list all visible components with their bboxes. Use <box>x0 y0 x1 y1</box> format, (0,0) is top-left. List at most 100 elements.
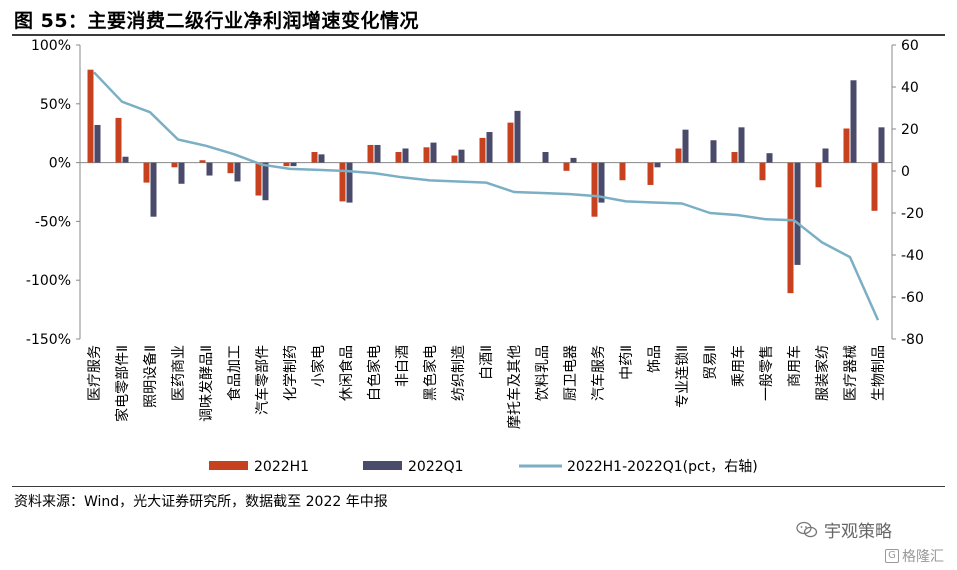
bar-2022Q1 <box>738 127 745 163</box>
gelonghui-logo-icon: G <box>885 549 899 563</box>
right-tick-label: 40 <box>901 80 919 96</box>
bar-2022H1 <box>675 148 682 163</box>
x-tick-label: 白酒Ⅱ <box>479 345 495 380</box>
bar-2022H1 <box>339 162 346 202</box>
x-tick-label: 食品加工 <box>226 345 243 401</box>
x-tick-label: 医疗器械 <box>843 345 859 401</box>
x-tick-label: 照明设备Ⅱ <box>142 345 159 408</box>
x-tick-label: 汽车服务 <box>590 345 607 401</box>
diff-line <box>93 71 880 321</box>
bar-2022Q1 <box>822 148 829 163</box>
bar-2022Q1 <box>710 140 717 163</box>
bar-2022Q1 <box>346 162 353 203</box>
bar-2022H1 <box>591 162 598 217</box>
left-tick-label: -100% <box>26 273 71 289</box>
bar-2022Q1 <box>542 152 549 163</box>
top-rule <box>12 34 945 36</box>
bar-2022H1 <box>255 162 262 196</box>
watermark: 宇观策略 <box>796 517 892 542</box>
left-tick-label: -50% <box>35 214 71 230</box>
x-tick-label: 服装家纺 <box>814 345 831 401</box>
bar-2022Q1 <box>878 127 885 163</box>
bottom-rule <box>12 486 945 487</box>
legend-swatch-2022H1 <box>209 461 248 470</box>
bar-2022Q1 <box>794 162 801 265</box>
bar-2022H1 <box>871 162 878 211</box>
legend-label-2022Q1: 2022Q1 <box>408 459 464 475</box>
line-group <box>93 71 880 321</box>
bar-2022H1 <box>843 128 850 163</box>
bar-2022Q1 <box>486 132 493 163</box>
chart-title: 图 55：主要消费二级行业净利润增速变化情况 <box>14 10 420 32</box>
bar-2022H1 <box>507 122 514 163</box>
bar-2022H1 <box>731 152 738 163</box>
right-tick-label: 60 <box>901 38 919 54</box>
bar-2022H1 <box>199 160 206 163</box>
bar-2022Q1 <box>598 162 605 203</box>
x-tick-label: 汽车零部件 <box>254 345 271 415</box>
bar-2022H1 <box>395 152 402 163</box>
axes-group: 100% 50% 0% -50% -100% -150% 60 40 20 0 -20 -40 -60 -… <box>26 38 924 348</box>
bar-2022H1 <box>787 162 794 294</box>
bar-2022Q1 <box>122 156 129 163</box>
bar-2022H1 <box>479 137 486 163</box>
bar-2022H1 <box>227 162 234 174</box>
x-tick-label: 纺织制造 <box>451 345 467 401</box>
bar-2022Q1 <box>514 110 521 163</box>
left-tick-label: 100% <box>31 38 71 54</box>
left-tick-label: 0% <box>49 156 71 172</box>
bar-2022H1 <box>311 152 318 163</box>
bar-2022Q1 <box>402 148 409 163</box>
bar-2022Q1 <box>318 154 325 163</box>
bar-2022Q1 <box>570 157 577 163</box>
bar-2022H1 <box>115 117 122 163</box>
x-tick-label: 小家电 <box>310 345 327 387</box>
bar-2022Q1 <box>850 80 857 163</box>
bar-2022H1 <box>563 162 570 171</box>
wechat-icon <box>796 521 818 537</box>
right-tick-label: -20 <box>901 206 924 222</box>
legend-swatch-2022Q1 <box>363 461 402 470</box>
bar-2022Q1 <box>206 162 213 176</box>
bar-2022H1 <box>367 144 374 163</box>
legend-label-diff: 2022H1-2022Q1(pct，右轴) <box>567 459 758 475</box>
right-tick-label: -80 <box>901 332 924 348</box>
bar-2022Q1 <box>94 124 101 163</box>
x-tick-label: 贸易Ⅱ <box>703 345 719 380</box>
x-tick-label: 专业连锁Ⅱ <box>675 345 691 408</box>
x-tick-label: 非白酒 <box>395 345 411 387</box>
bar-2022H1 <box>171 162 178 168</box>
bar-2022Q1 <box>430 142 437 163</box>
bar-2022Q1 <box>458 149 465 163</box>
x-tick-labels: 医疗服务 家电零部件Ⅱ 照明设备Ⅱ 医药商业 调味发酵品Ⅱ 食品加工 汽车零部件 化学制药 小家… <box>87 345 887 429</box>
x-tick-label: 乘用车 <box>730 345 747 387</box>
x-tick-label: 休闲食品 <box>338 345 355 401</box>
bar-2022Q1 <box>234 162 241 182</box>
left-tick-label: 50% <box>40 97 71 113</box>
bar-2022Q1 <box>766 153 773 163</box>
bar-2022H1 <box>143 162 150 183</box>
legend: 2022H1 2022Q1 2022H1-2022Q1(pct，右轴) <box>209 459 758 475</box>
right-tick-label: -60 <box>901 290 924 306</box>
watermark-secondary: G 格隆汇 <box>885 546 944 566</box>
bars-group <box>87 69 885 294</box>
bar-2022Q1 <box>150 162 157 217</box>
left-tick-label: -150% <box>26 332 71 348</box>
bar-2022H1 <box>647 162 654 185</box>
x-tick-label: 家电零部件Ⅱ <box>114 345 131 422</box>
bar-2022Q1 <box>682 129 689 163</box>
x-tick-label: 厨卫电器 <box>563 345 579 401</box>
bar-2022H1 <box>619 162 626 181</box>
x-tick-label: 调味发酵品Ⅱ <box>199 345 215 422</box>
bar-2022H1 <box>283 162 290 167</box>
x-tick-label: 饮料乳品 <box>535 345 551 401</box>
x-tick-label: 生物制品 <box>871 345 887 401</box>
legend-label-2022H1: 2022H1 <box>254 459 309 475</box>
source-note: 资料来源：Wind，光大证券研究所，数据截至 2022 年中报 <box>14 494 388 510</box>
chart-canvas: 100% 50% 0% -50% -100% -150% 60 40 20 0 -20 -40 -60 -… <box>26 38 924 475</box>
bar-2022H1 <box>423 147 430 163</box>
bar-2022Q1 <box>262 162 269 201</box>
watermark-secondary-text: 格隆汇 <box>902 549 944 565</box>
x-tick-label: 化学制药 <box>283 345 299 401</box>
right-tick-label: 0 <box>901 164 910 180</box>
